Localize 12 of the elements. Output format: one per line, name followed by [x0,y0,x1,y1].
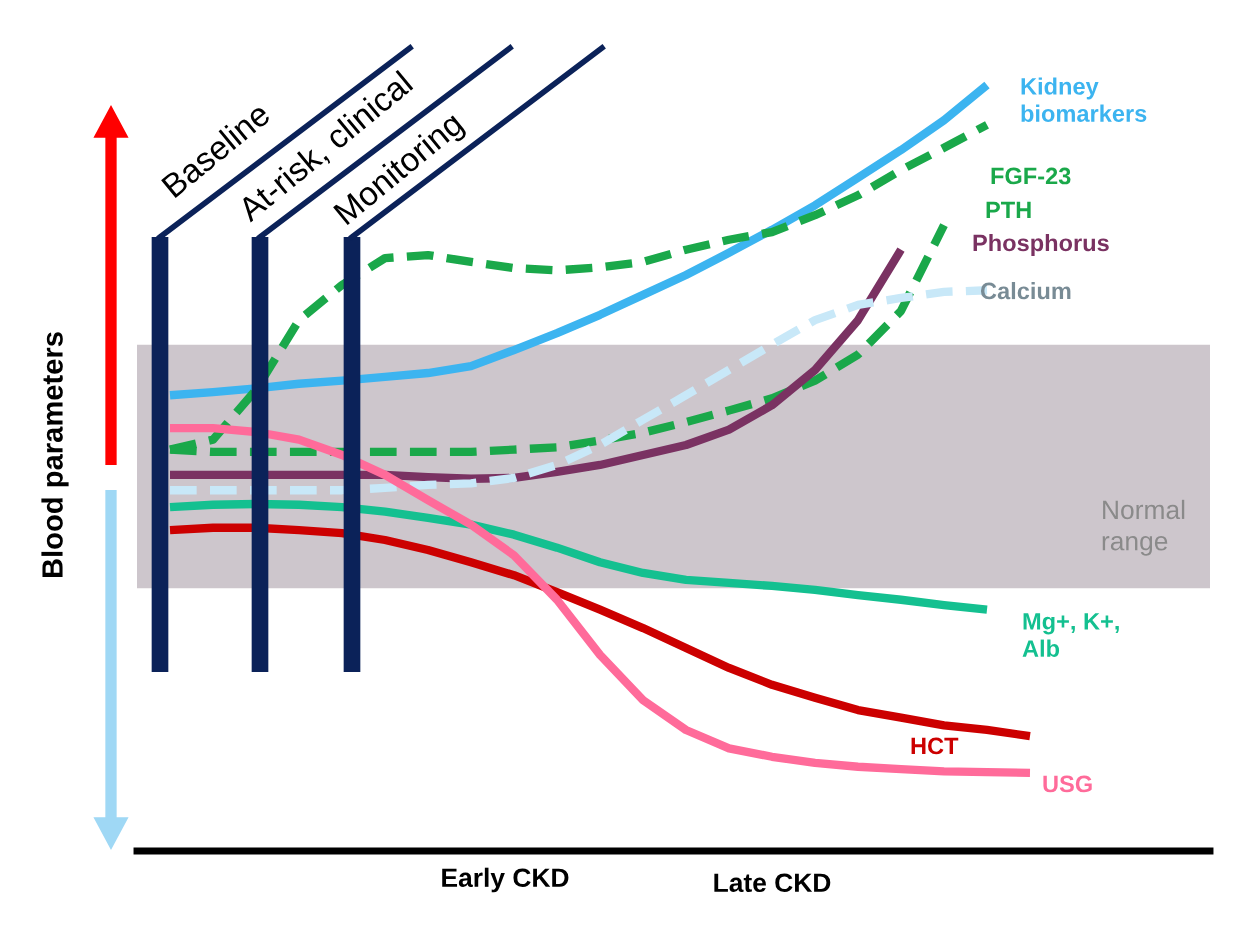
series-label: Kidney biomarkers [1021,77,1147,122]
y-axis-title: Blood parameters [41,332,69,578]
text: Late CKD [714,873,831,893]
series-label: Calcium [980,281,1071,300]
series-label: HCT [911,737,959,755]
series-label: PTH [986,201,1031,219]
text: Early CKD [442,867,569,893]
text: Phosphorus [973,234,1109,256]
series-label: FGF-23 [991,167,1071,185]
series-label: Mg+, K+, Alb [1022,613,1119,657]
series-label: USG [1043,775,1092,793]
band-label: Normal range [1102,499,1185,556]
